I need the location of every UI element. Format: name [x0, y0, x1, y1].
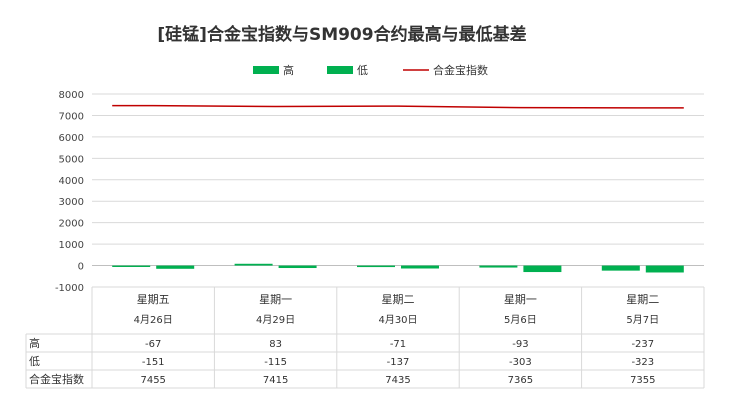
category-weekday: 星期二 [382, 293, 415, 306]
y-tick-label: 7000 [59, 111, 84, 122]
y-tick-label: 8000 [59, 90, 84, 101]
table-row-label: 合金宝指数 [29, 372, 84, 386]
category-date: 4月26日 [134, 314, 173, 326]
category-date: 4月30日 [378, 314, 417, 326]
table-cell: -323 [631, 357, 654, 368]
category-date: 4月29日 [256, 314, 295, 326]
legend-swatch [253, 66, 279, 74]
legend: 高 低 合金宝指数 [253, 63, 488, 77]
bar-low [401, 265, 439, 269]
bar-high [234, 263, 273, 266]
table-cell: -71 [390, 339, 406, 350]
bar-low [645, 265, 684, 273]
bar-high [357, 265, 395, 268]
table-cell: -93 [512, 339, 528, 350]
table-cell: 83 [269, 339, 282, 350]
category-weekday: 星期一 [504, 293, 537, 306]
bar-low [156, 265, 195, 269]
table-cell: -151 [142, 357, 165, 368]
table-cell: -137 [387, 357, 410, 368]
index-line-path [112, 104, 684, 109]
y-tick-label: 3000 [59, 197, 84, 208]
index-line [112, 104, 684, 109]
legend-label: 合金宝指数 [433, 63, 488, 77]
table-cell: 7415 [263, 375, 288, 386]
table-cell: 7365 [508, 375, 533, 386]
legend-label: 低 [357, 64, 368, 77]
bars [112, 263, 684, 273]
legend-swatch [327, 66, 353, 74]
table-cell: -237 [631, 339, 654, 350]
gridlines [92, 93, 704, 288]
y-tick-label: 2000 [59, 219, 84, 230]
table-cell: -115 [264, 357, 287, 368]
bar-high [479, 265, 518, 268]
bar-high [601, 265, 640, 271]
chart-title: [硅锰]合金宝指数与SM909合约最高与最低基差 [157, 24, 526, 45]
bar-high [112, 265, 151, 267]
y-tick-label: 5000 [59, 154, 84, 165]
table-cell: -303 [509, 357, 532, 368]
y-tick-label: 6000 [59, 133, 84, 144]
category-date: 5月7日 [626, 314, 659, 326]
table-row-label: 高 [29, 336, 40, 350]
bar-low [523, 265, 562, 273]
table-cell: -67 [145, 339, 161, 350]
category-weekday: 星期一 [259, 293, 292, 306]
y-tick-label: -1000 [55, 283, 84, 294]
category-date: 5月6日 [504, 314, 537, 326]
y-axis: 8000 7000 6000 5000 4000 3000 2000 1000 0 -1000 [55, 90, 84, 294]
table-cell: 7435 [385, 375, 410, 386]
legend-label: 高 [283, 63, 294, 77]
y-tick-label: 4000 [59, 176, 84, 187]
table-cell: 7355 [630, 375, 655, 386]
y-tick-label: 0 [78, 262, 84, 273]
category-weekday: 星期五 [137, 293, 170, 306]
y-tick-label: 1000 [59, 240, 84, 251]
table-cell: 7455 [140, 375, 165, 386]
category-weekday: 星期二 [626, 293, 659, 306]
table-row-label: 低 [29, 355, 40, 368]
bar-low [278, 265, 317, 269]
